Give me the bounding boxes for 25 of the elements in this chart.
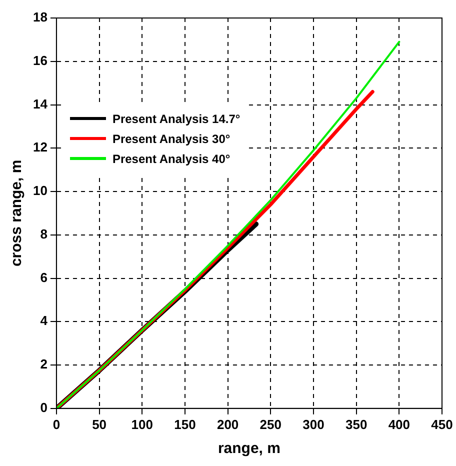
y-tick-label: 2 (40, 356, 48, 372)
y-tick-label: 4 (40, 313, 48, 328)
x-tick-label: 300 (302, 416, 324, 432)
y-tick-label: 18 (32, 10, 48, 25)
x-tick-label: 0 (52, 416, 60, 432)
y-tick-label: 16 (32, 52, 48, 68)
legend-label: Present Analysis 30° (112, 132, 230, 146)
x-tick-label: 150 (174, 416, 196, 432)
y-tick-label: 6 (40, 270, 48, 285)
x-tick-label: 200 (216, 416, 239, 432)
x-tick-label: 350 (345, 416, 368, 432)
x-axis-title: range, m (218, 440, 280, 458)
y-tick-label: 8 (40, 226, 48, 242)
x-tick-label: 450 (431, 416, 453, 432)
x-tick-label: 100 (131, 416, 153, 432)
y-tick-label: 12 (32, 140, 48, 155)
y-tick-label: 14 (32, 96, 48, 112)
y-axis-title: cross range, m (8, 160, 26, 267)
legend-label: Present Analysis 40° (112, 152, 230, 166)
y-tick-label: 10 (32, 183, 48, 198)
y-tick-label: 0 (40, 400, 48, 415)
x-tick-label: 50 (92, 416, 107, 432)
x-tick-label: 250 (260, 416, 282, 432)
x-tick-label: 400 (388, 416, 410, 432)
legend-label: Present Analysis 14.7° (112, 112, 240, 126)
